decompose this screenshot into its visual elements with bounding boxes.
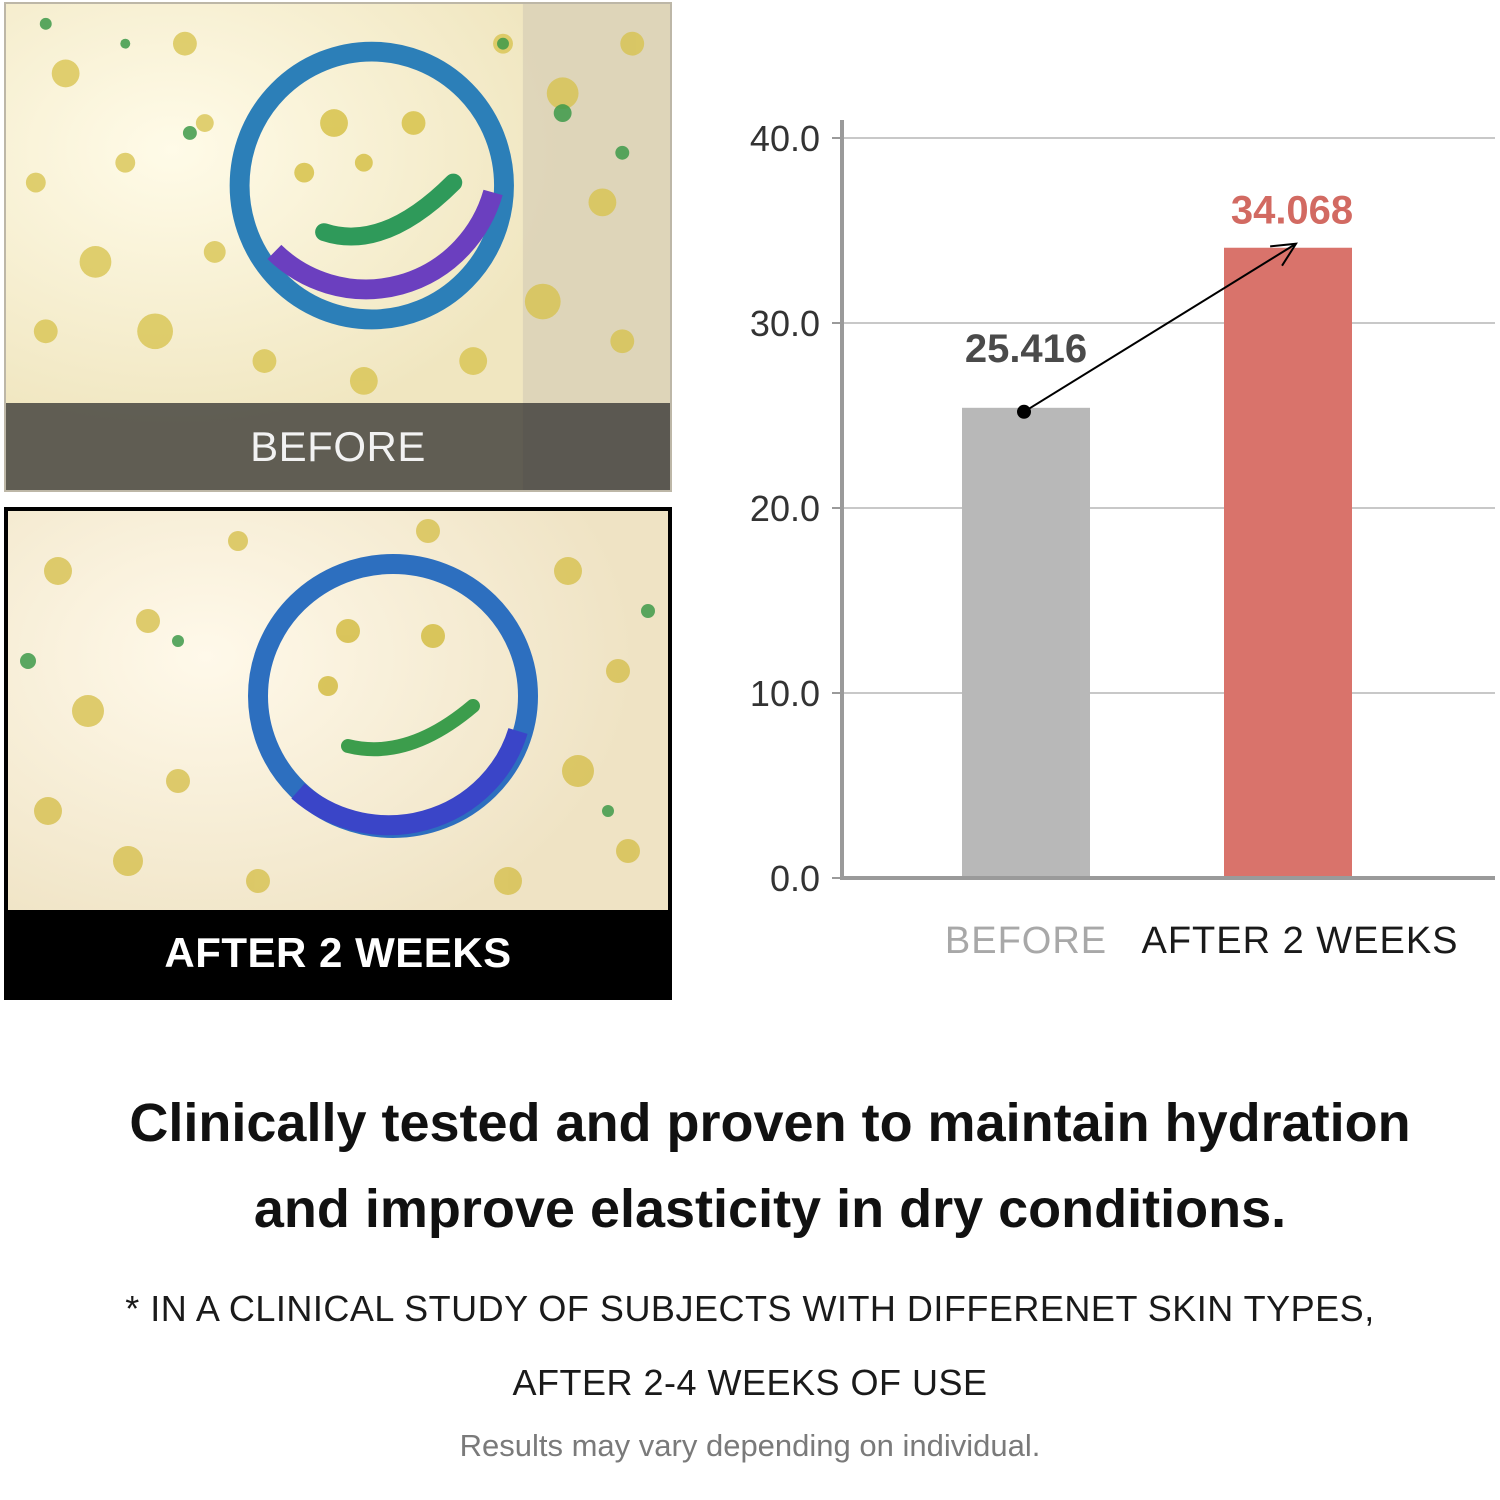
chart-gridlines (842, 137, 1495, 694)
bar-value-labels: 25.416 34.068 (965, 189, 1353, 371)
disclaimer: Results may vary depending on individual… (459, 1428, 1041, 1463)
category-label-after: AFTER 2 WEEKS (1141, 920, 1458, 962)
after-photo-panel: AFTER 2 WEEKS (4, 507, 672, 1000)
headline-line-2: and improve elasticity in dry conditions… (253, 1179, 1287, 1239)
headline-line-1: Clinically tested and proven to maintain… (129, 1093, 1411, 1153)
y-tick-label: 20.0 (750, 488, 820, 529)
arrow-head (1270, 242, 1298, 267)
chart-bars (962, 247, 1352, 876)
y-tick-label: 30.0 (750, 303, 820, 344)
before-photo-panel: BEFORE (4, 2, 672, 492)
y-tick-label: 40.0 (750, 118, 820, 159)
bar-before (962, 407, 1090, 876)
increase-arrow (1017, 242, 1298, 419)
value-label-before: 25.416 (965, 327, 1087, 371)
before-photo-caption: BEFORE (6, 403, 670, 490)
category-label-before: BEFORE (945, 920, 1107, 962)
footnote-line-2: AFTER 2-4 WEEKS OF USE (512, 1362, 988, 1403)
y-tick-label: 0.0 (770, 858, 820, 899)
headline: Clinically tested and proven to maintain… (0, 1080, 1500, 1252)
after-photo-caption: AFTER 2 WEEKS (8, 910, 668, 996)
y-axis-ticks: 0.0 10.0 20.0 30.0 40.0 (750, 118, 842, 899)
footnote-line-1: * IN A CLINICAL STUDY OF SUBJECTS WITH D… (125, 1288, 1375, 1329)
x-axis-category-labels: BEFORE AFTER 2 WEEKS (945, 920, 1458, 962)
arrow-line (1023, 242, 1297, 413)
value-label-after: 34.068 (1231, 189, 1353, 233)
bar-after (1224, 247, 1352, 876)
y-tick-label: 10.0 (750, 673, 820, 714)
hydration-bar-chart: 0.0 10.0 20.0 30.0 40.0 25.416 34.068 BEFORE A… (750, 118, 1495, 962)
